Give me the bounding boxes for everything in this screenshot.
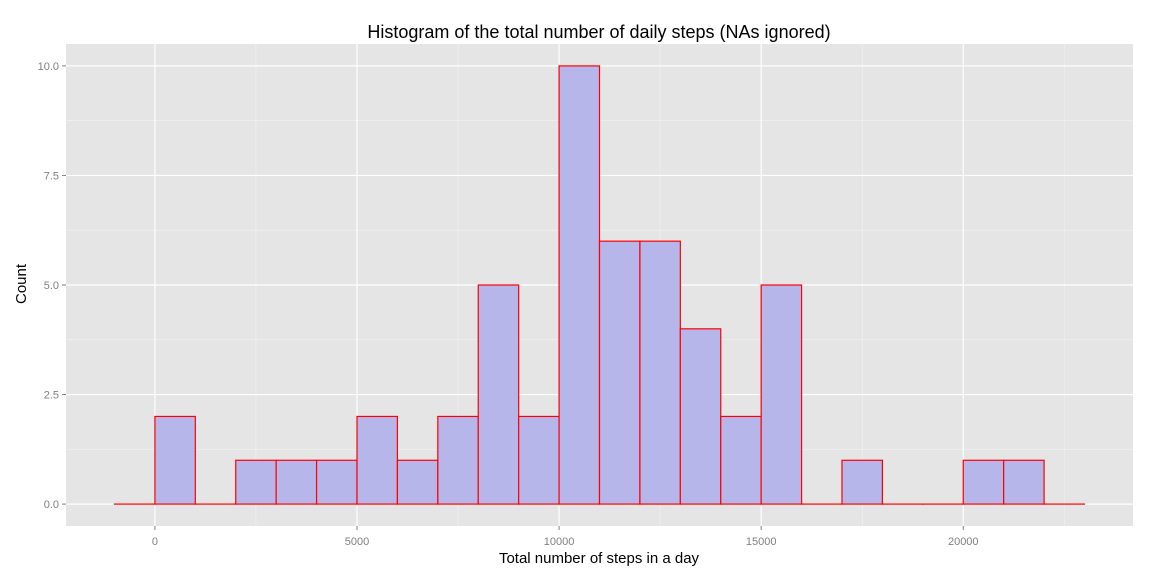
histogram-bar — [760, 284, 803, 505]
histogram-bar — [518, 415, 560, 505]
histogram-bar — [1003, 459, 1045, 505]
histogram-bar — [315, 459, 358, 505]
y-tick-label: 7.5 — [44, 170, 59, 182]
x-tick-label: 10000 — [544, 536, 575, 548]
y-tick-label: 0.0 — [44, 499, 59, 511]
x-axis-title: Total number of steps in a day — [499, 550, 700, 567]
histogram-bar — [437, 415, 479, 505]
histogram-bar — [679, 328, 722, 505]
histogram-bar — [356, 415, 399, 505]
chart-title: Histogram of the total number of daily s… — [367, 22, 830, 42]
histogram-bar — [154, 415, 196, 505]
x-tick-label: 5000 — [345, 536, 369, 548]
x-tick-label: 0 — [152, 536, 158, 548]
x-axis-ticks: 0 5000 10000 15000 20000 — [152, 526, 979, 548]
histogram-bar — [598, 240, 641, 505]
histogram-bars — [113, 65, 1086, 505]
x-tick-label: 20000 — [948, 536, 979, 548]
y-tick-label: 5.0 — [44, 280, 59, 292]
histogram-bar — [275, 459, 318, 505]
histogram-bar — [396, 459, 439, 505]
histogram-bar — [962, 459, 1005, 505]
histogram-bar — [639, 240, 681, 505]
y-tick-label: 2.5 — [44, 390, 59, 402]
y-axis-ticks: 0.0 2.5 5.0 7.5 10.0 — [38, 61, 66, 511]
histogram-bar — [720, 415, 762, 505]
histogram-bar — [558, 65, 601, 505]
x-tick-label: 15000 — [746, 536, 777, 548]
y-tick-label: 10.0 — [38, 61, 59, 73]
y-axis-title: Count — [13, 263, 30, 304]
histogram-bar — [235, 459, 277, 505]
histogram-bar — [841, 459, 884, 505]
histogram-bar — [477, 284, 520, 505]
